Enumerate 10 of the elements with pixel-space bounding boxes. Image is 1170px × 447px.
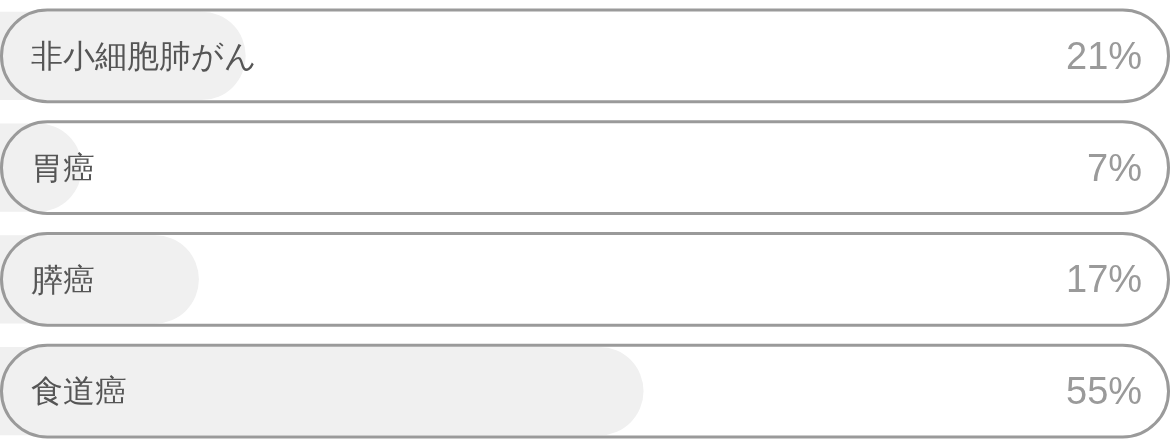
y-tick-label: 非小細胞肺がん <box>31 37 257 76</box>
y-tick-label: 胃癌 <box>31 148 95 187</box>
bar <box>0 346 644 436</box>
data-label: 55% <box>1066 370 1143 412</box>
y-tick-label: 食道癌 <box>31 372 127 411</box>
data-label: 21% <box>1066 35 1143 77</box>
bar <box>0 235 199 324</box>
data-label: 17% <box>1066 258 1143 300</box>
data-label: 7% <box>1087 147 1142 189</box>
y-tick-label: 膵癌 <box>31 260 95 299</box>
